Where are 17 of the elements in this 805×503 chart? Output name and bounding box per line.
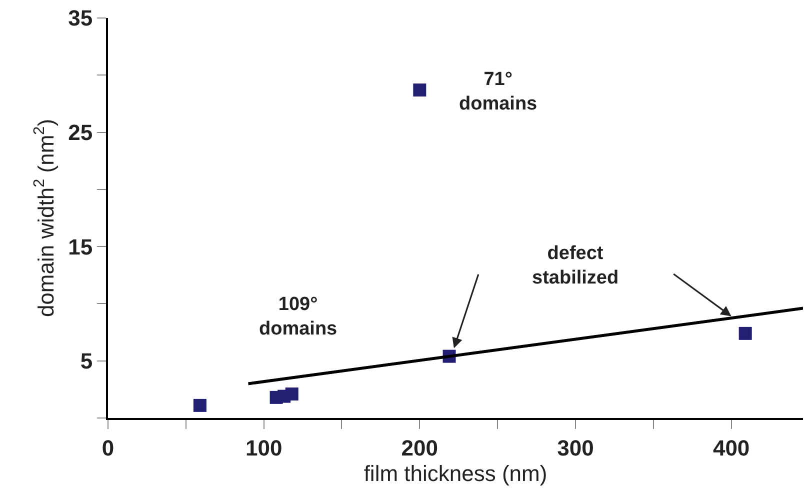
x-tick-label: 400 (712, 435, 750, 460)
x-tick-label: 300 (557, 435, 594, 460)
y-tick-label: 35 (68, 6, 93, 31)
x-tick-label: 100 (245, 435, 282, 460)
point (193, 398, 206, 412)
annotation: 109° domains (259, 294, 338, 340)
x-tick-label: 0 (102, 435, 114, 460)
point (738, 326, 752, 340)
y-tick-label: 15 (68, 234, 93, 260)
annotation: 71° domains (459, 69, 538, 115)
y-tick-label: 5 (80, 348, 93, 374)
x-tick-label: 200 (401, 435, 438, 460)
point (285, 388, 298, 400)
y-tick-label: 25 (68, 120, 93, 145)
annotation: defect stabilized (532, 243, 619, 289)
point (413, 84, 426, 96)
x-axis-title: film thickness (nm) (364, 460, 548, 486)
